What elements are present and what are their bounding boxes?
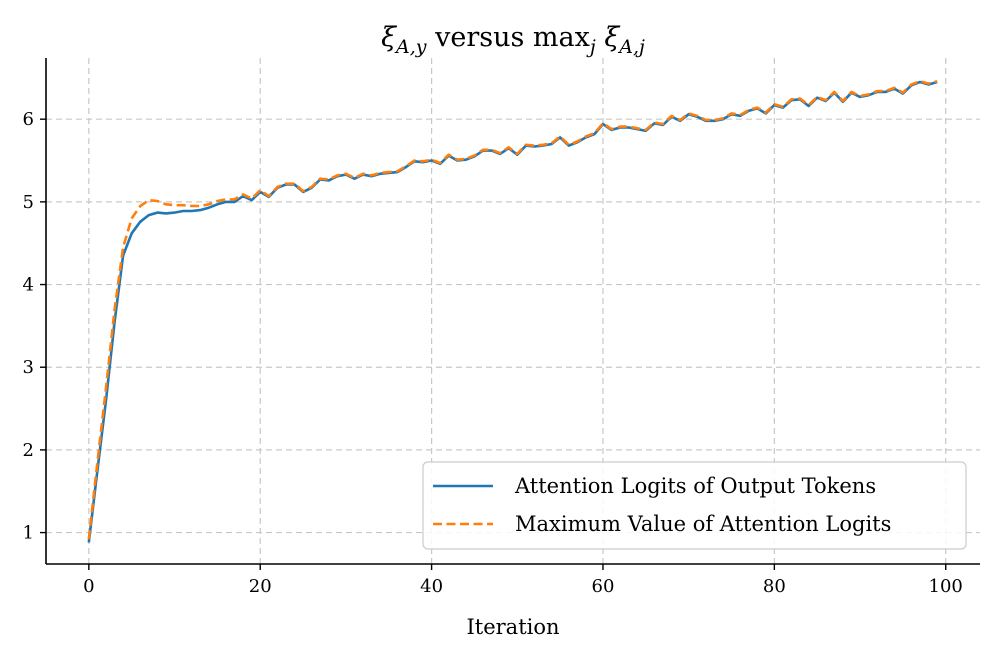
chart-title-part: A,j [617, 36, 645, 58]
y-tick-label: 5 [23, 192, 34, 213]
chart-title-part: ξ [381, 22, 397, 53]
ticks: 0 20 40 60 80 100 1 2 3 4 5 6 [23, 109, 963, 597]
x-tick-label: 20 [249, 576, 272, 597]
x-tick-label: 80 [763, 576, 786, 597]
y-tick-label: 6 [23, 109, 34, 130]
series-line-output-tokens [87, 80, 938, 543]
series-line-max-value [87, 79, 938, 540]
series-layer [87, 79, 938, 543]
legend-label: Maximum Value of Attention Logits [515, 512, 891, 536]
y-tick-label: 1 [23, 523, 34, 544]
chart-title-part: A,y [394, 36, 427, 58]
axes [45, 58, 980, 565]
chart-title-part: j [586, 36, 596, 58]
y-tick-label: 3 [23, 357, 34, 378]
y-tick-label: 4 [23, 275, 34, 296]
chart-title-part: ξ [596, 22, 621, 53]
y-tick-label: 2 [23, 440, 34, 461]
chart-title: ξA,y versus maxj ξA,j [381, 22, 645, 58]
x-tick-label: 100 [929, 576, 963, 597]
x-axis-label: Iteration [466, 615, 559, 639]
legend-box [422, 461, 967, 550]
x-tick-label: 60 [592, 576, 615, 597]
chart-title-part: versus max [427, 22, 590, 53]
legend: Attention Logits of Output Tokens Maximum… [422, 461, 967, 550]
x-tick-label: 40 [420, 576, 443, 597]
legend-label: Attention Logits of Output Tokens [514, 474, 876, 498]
x-tick-label: 0 [83, 576, 94, 597]
